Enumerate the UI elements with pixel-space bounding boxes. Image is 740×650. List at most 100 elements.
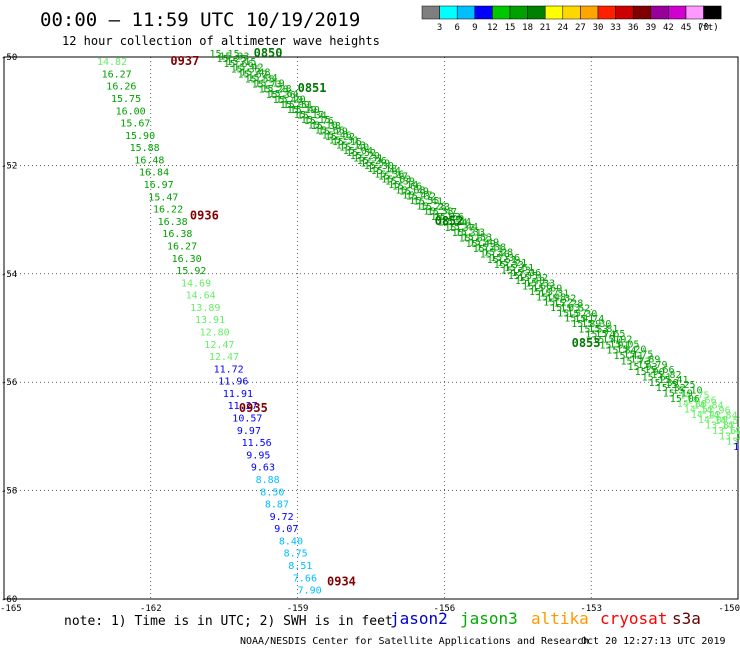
colorbar-swatch: [509, 5, 528, 20]
track-time-label: 0935: [239, 401, 268, 415]
axis-ticks: -165 -162 -159 -156 -153 -150 -50 -52 -54 -56 -58 -…: [0, 53, 740, 614]
track-time-label: 0934: [327, 574, 356, 588]
wave-height-label: 15.30: [581, 319, 611, 330]
wave-height-label: 11.91: [223, 389, 253, 400]
wave-height-label: 15.41: [413, 197, 443, 208]
wave-height-label: 9.63: [251, 463, 275, 474]
wave-height-label: 15.47: [427, 207, 457, 218]
wave-height-label: 15.19: [255, 78, 285, 89]
wave-height-label: 13.87: [705, 421, 735, 432]
legend-cryosat: cryosat: [600, 609, 667, 628]
wave-height-label: 15.28: [259, 85, 289, 96]
wave-height-label: 15.33: [423, 207, 453, 218]
wave-height-label: 15.15: [226, 57, 256, 68]
wave-height-label: 15.48: [536, 292, 566, 303]
wave-height-label: 15.73: [252, 80, 282, 91]
wave-height-label: 15.34: [297, 111, 327, 122]
wave-height-label: 16.27: [167, 242, 197, 253]
wave-height-label: 15.33: [455, 227, 485, 238]
wave-height-label: 15.31: [452, 228, 482, 239]
wave-height-label: 15.66: [522, 282, 552, 293]
track-time-label: 0936: [190, 209, 219, 223]
y-tick-label: -60: [1, 595, 17, 605]
wave-height-label: 15.57: [557, 308, 587, 319]
colorbar-swatch: [615, 5, 634, 20]
wave-height-label: 15.66: [392, 182, 422, 193]
wave-height-label: 15.79: [637, 360, 667, 371]
wave-height-label: 15.15: [210, 49, 240, 60]
wave-height-label: 15.22: [325, 132, 355, 143]
wave-height-label: 16.27: [102, 69, 132, 80]
wave-height-label: 15.06: [670, 394, 700, 405]
wave-height-label: 15.75: [111, 94, 141, 105]
wave-height-label: 15.44: [371, 166, 401, 177]
plot-area: [3, 56, 739, 600]
wave-height-label: 16.38: [162, 229, 192, 240]
wave-height-label: 15.51: [487, 255, 517, 266]
wave-height-label: 15.44: [448, 222, 478, 233]
wave-height-label: 15.69: [532, 283, 562, 294]
wave-height-label: 15.89: [630, 355, 660, 366]
wave-height-label: 16.84: [139, 168, 169, 179]
wave-height-label: 15.66: [644, 365, 674, 376]
wave-height-label: 15.73: [621, 356, 651, 367]
wave-height-label: 14.64: [186, 291, 216, 302]
wave-height-label: 15.21: [497, 258, 527, 269]
wave-height-label: 15.44: [441, 217, 471, 228]
wave-height-label: 15.41: [473, 244, 503, 255]
wave-height-label: 15.28: [262, 84, 292, 95]
wave-height-label: 15.43: [501, 266, 531, 277]
wave-height-label: 15.82: [651, 370, 681, 381]
wave-height-label: 15.15: [332, 137, 362, 148]
wave-height-label: 14.79: [722, 421, 740, 432]
wave-height-label: 11.00: [733, 442, 740, 453]
wave-height-label: 16.30: [172, 254, 202, 265]
wave-height-label: 14.42: [691, 410, 721, 421]
colorbar-swatch: [668, 5, 687, 20]
wave-height-label: 15.40: [592, 335, 622, 346]
wave-height-label: 15.30: [364, 161, 394, 172]
y-tick-label: -52: [1, 161, 17, 171]
wave-height-label: 12.80: [200, 328, 230, 339]
x-tick-label: -153: [580, 604, 602, 614]
track-time-label: 0850: [254, 46, 283, 60]
colorbar-label: 70: [698, 23, 709, 33]
colorbar-label: 36: [628, 23, 639, 33]
colorbar-swatch: [456, 5, 476, 20]
wave-height-label: 11.56: [242, 438, 272, 449]
wave-height-label: 15.28: [483, 248, 513, 259]
wave-height-label: 14.57: [715, 416, 740, 427]
wave-height-label: 15.33: [525, 278, 555, 289]
wave-height-label: 15.84: [606, 346, 636, 357]
wave-height-label: 11.72: [214, 364, 244, 375]
wave-height-label: 12.47: [204, 340, 234, 351]
generation-timestamp: Oct 20 12:27:13 UTC 2019: [581, 636, 726, 647]
wave-height-label: 15.41: [658, 375, 688, 386]
wave-height-label: 15.61: [642, 373, 672, 384]
chart-subtitle: 12 hour collection of altimeter wave hei…: [62, 34, 380, 48]
wave-height-label: 15.76: [304, 116, 334, 127]
colorbar-label: 30: [593, 23, 604, 33]
colorbar-label: 6: [454, 23, 459, 33]
wave-height-label: 14.75: [679, 390, 709, 401]
wave-height-label: 15.41: [564, 314, 594, 325]
colorbar-swatch: [632, 5, 652, 20]
wave-height-label: 15.31: [353, 153, 383, 164]
wave-height-label: 15.37: [529, 287, 559, 298]
colorbar-swatch: [492, 5, 511, 20]
wave-height-label: 15.31: [539, 289, 569, 300]
y-tick-label: -56: [1, 378, 17, 388]
wave-height-label: 11.96: [218, 377, 248, 388]
wave-height-label: 15.46: [480, 250, 510, 261]
wave-height-label: 15.49: [469, 238, 499, 249]
wave-height-label: 15.62: [238, 69, 268, 80]
wave-height-label: 15.36: [266, 90, 296, 101]
wave-height-label: 15.20: [276, 95, 306, 106]
wave-height-label: 15.46: [322, 131, 352, 142]
wave-height-label: 15.38: [311, 121, 341, 132]
wave-height-label: 14.22: [729, 426, 740, 437]
wave-height-label: 15.63: [550, 303, 580, 314]
x-tick-label: -150: [718, 604, 740, 614]
wave-height-label: 9.72: [270, 512, 294, 523]
wave-height-label: 13.89: [190, 303, 220, 314]
